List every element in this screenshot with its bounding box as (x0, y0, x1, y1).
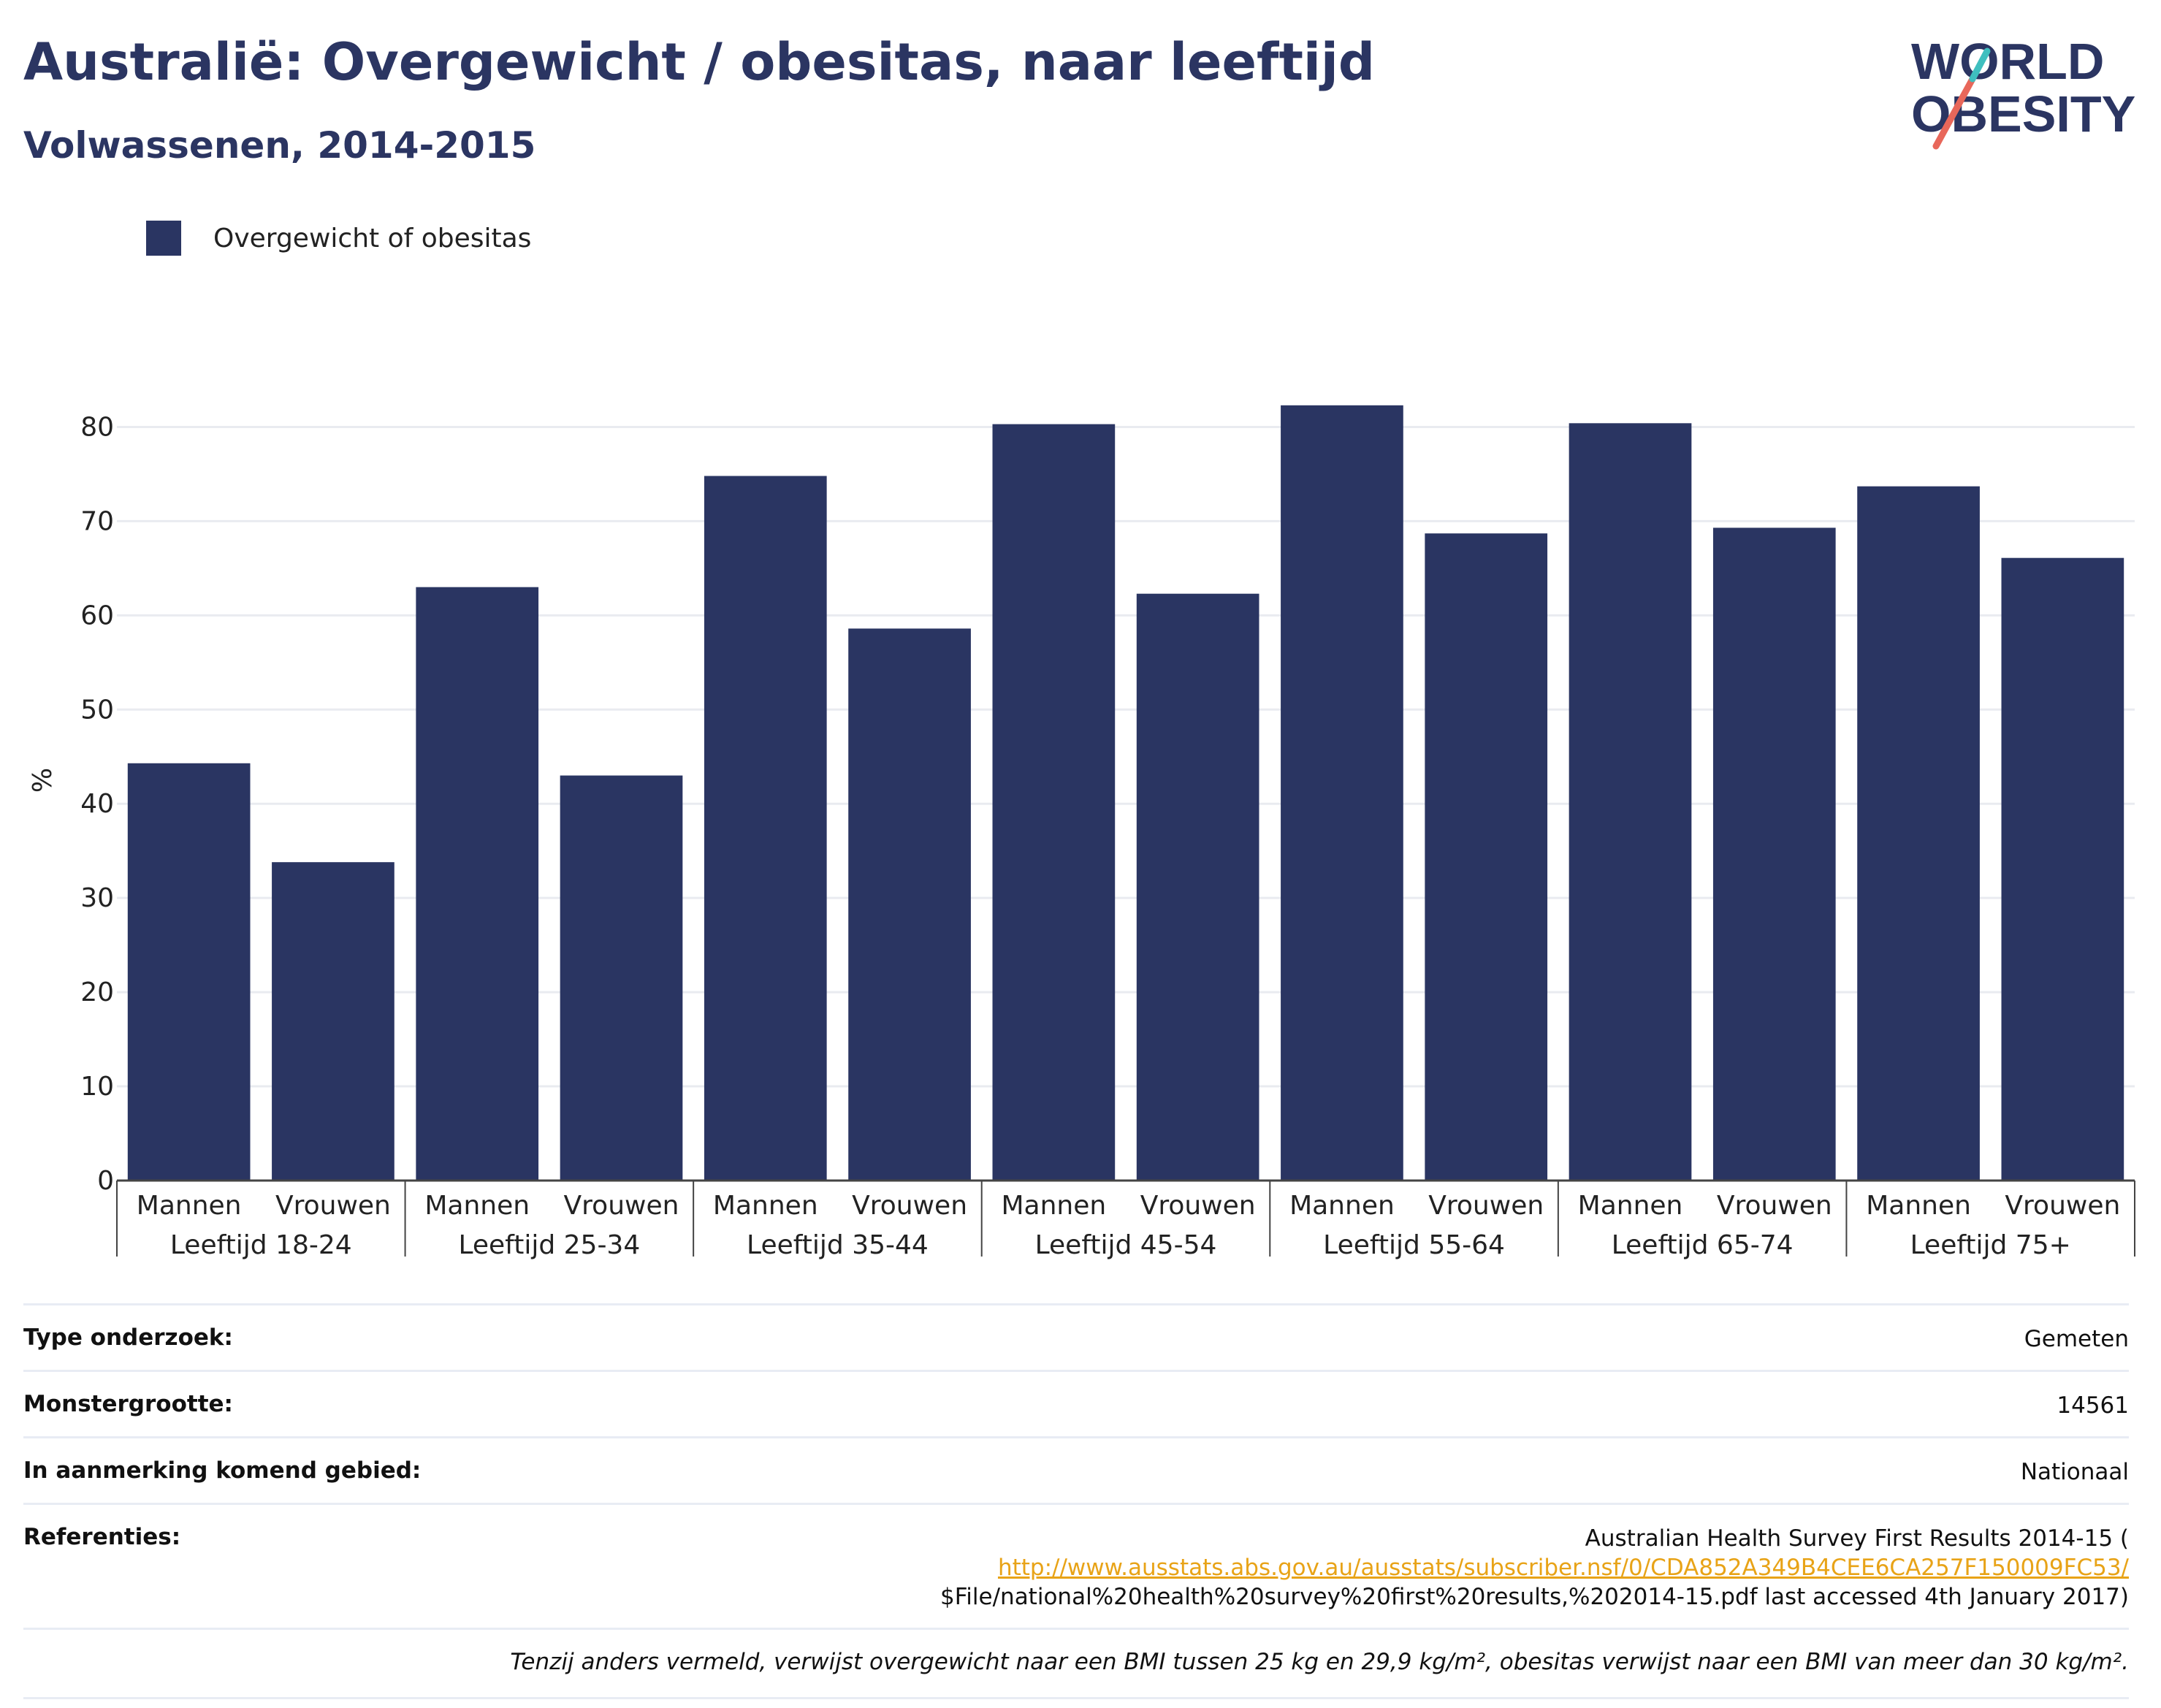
info-key: Type onderzoek: (23, 1324, 233, 1351)
y-tick-label: 70 (80, 506, 114, 536)
y-tick-label: 20 (80, 977, 114, 1007)
y-tick-label: 40 (80, 789, 114, 819)
x-category-label: Mannen (1289, 1191, 1395, 1221)
legend-label: Overgewicht of obesitas (213, 223, 532, 253)
y-tick-label: 50 (80, 695, 114, 725)
logo-slash-red (1932, 75, 1976, 150)
logo-slash-teal (1969, 47, 1991, 83)
bar (272, 862, 395, 1181)
bar (416, 587, 539, 1181)
x-category-label: Vrouwen (852, 1191, 967, 1221)
info-key: Referenties: (23, 1524, 181, 1550)
logo-text-obesity: OBESITY (1911, 85, 2135, 142)
x-group-label: Leeftijd 55-64 (1323, 1230, 1505, 1260)
bar (2001, 557, 2124, 1181)
legend-swatch (146, 221, 181, 256)
x-category-label: Mannen (713, 1191, 818, 1221)
x-category-label: Mannen (1001, 1191, 1106, 1221)
x-category-label: Mannen (1578, 1191, 1683, 1221)
info-key: In aanmerking komend gebied: (23, 1457, 422, 1484)
bar (1425, 533, 1548, 1181)
chart-title: Australië: Overgewicht / obesitas, naar … (23, 32, 1376, 92)
x-category-label: Mannen (137, 1191, 242, 1221)
y-axis-label: % (28, 768, 58, 793)
x-category-label: Mannen (424, 1191, 530, 1221)
info-row-references: Referenties: Australian Health Survey Fi… (23, 1503, 2129, 1628)
x-category-label: Vrouwen (1140, 1191, 1256, 1221)
info-row-survey-type: Type onderzoek: Gemeten (23, 1303, 2129, 1370)
info-value: Nationaal (2020, 1459, 2129, 1485)
bar (992, 424, 1116, 1181)
bar (848, 628, 971, 1181)
info-key: Monstergrootte: (23, 1391, 233, 1417)
bar (127, 763, 251, 1181)
bar (1857, 486, 1980, 1181)
legend[interactable]: Overgewicht of obesitas (146, 216, 531, 260)
reference-link[interactable]: http://www.ausstats.abs.gov.au/ausstats/… (997, 1555, 2129, 1581)
bar (704, 476, 827, 1181)
y-tick-label: 60 (80, 601, 114, 630)
chart-subtitle: Volwassenen, 2014-2015 (23, 124, 536, 167)
x-category-label: Vrouwen (275, 1191, 391, 1221)
info-row-area: In aanmerking komend gebied: Nationaal (23, 1436, 2129, 1503)
x-category-label: Vrouwen (2005, 1191, 2120, 1221)
x-group-label: Leeftijd 45-54 (1035, 1230, 1217, 1260)
reference-text: Australian Health Survey First Results 2… (1585, 1525, 2129, 1552)
bar (1712, 527, 1836, 1181)
x-group-label: Leeftijd 65-74 (1612, 1230, 1794, 1260)
x-category-label: Vrouwen (1428, 1191, 1544, 1221)
info-row-sample-size: Monstergrootte: 14561 (23, 1370, 2129, 1436)
x-group-label: Leeftijd 35-44 (747, 1230, 929, 1260)
x-group-label: Leeftijd 75+ (1910, 1230, 2071, 1260)
info-table: Type onderzoek: Gemeten Monstergrootte: … (23, 1303, 2129, 1699)
info-value: 14561 (2057, 1392, 2129, 1419)
bar (1281, 405, 1403, 1181)
bmi-footnote: Tenzij anders vermeld, verwijst overgewi… (23, 1628, 2129, 1699)
axes: 0 10 20 30 40 50 60 70 80% Mannen Vrouwen Leeftijd … (28, 412, 2135, 1260)
bar (560, 775, 683, 1181)
logo-text-world: WORLD (1911, 33, 2104, 90)
y-tick-label: 30 (80, 883, 114, 913)
x-category-label: Vrouwen (564, 1191, 679, 1221)
y-tick-label: 80 (80, 412, 114, 442)
bar-chart: 0 10 20 30 40 50 60 70 80% Mannen Vrouwen Leeftijd … (28, 405, 2135, 1260)
x-category-label: Vrouwen (1717, 1191, 1832, 1221)
y-tick-label: 0 (97, 1166, 114, 1196)
reference-text-file: $File/national%20health%20survey%20first… (940, 1584, 2129, 1610)
x-group-label: Leeftijd 18-24 (170, 1230, 352, 1260)
y-tick-label: 10 (80, 1072, 114, 1102)
bars (127, 405, 2124, 1181)
x-group-label: Leeftijd 25-34 (458, 1230, 640, 1260)
info-value: Gemeten (2024, 1326, 2129, 1352)
x-category-label: Mannen (1866, 1191, 1971, 1221)
world-obesity-logo: WORLD OBESITY (1911, 33, 2135, 150)
references-value: Australian Health Survey First Results 2… (940, 1524, 2129, 1612)
bar (1136, 593, 1259, 1181)
bar (1569, 423, 1692, 1181)
